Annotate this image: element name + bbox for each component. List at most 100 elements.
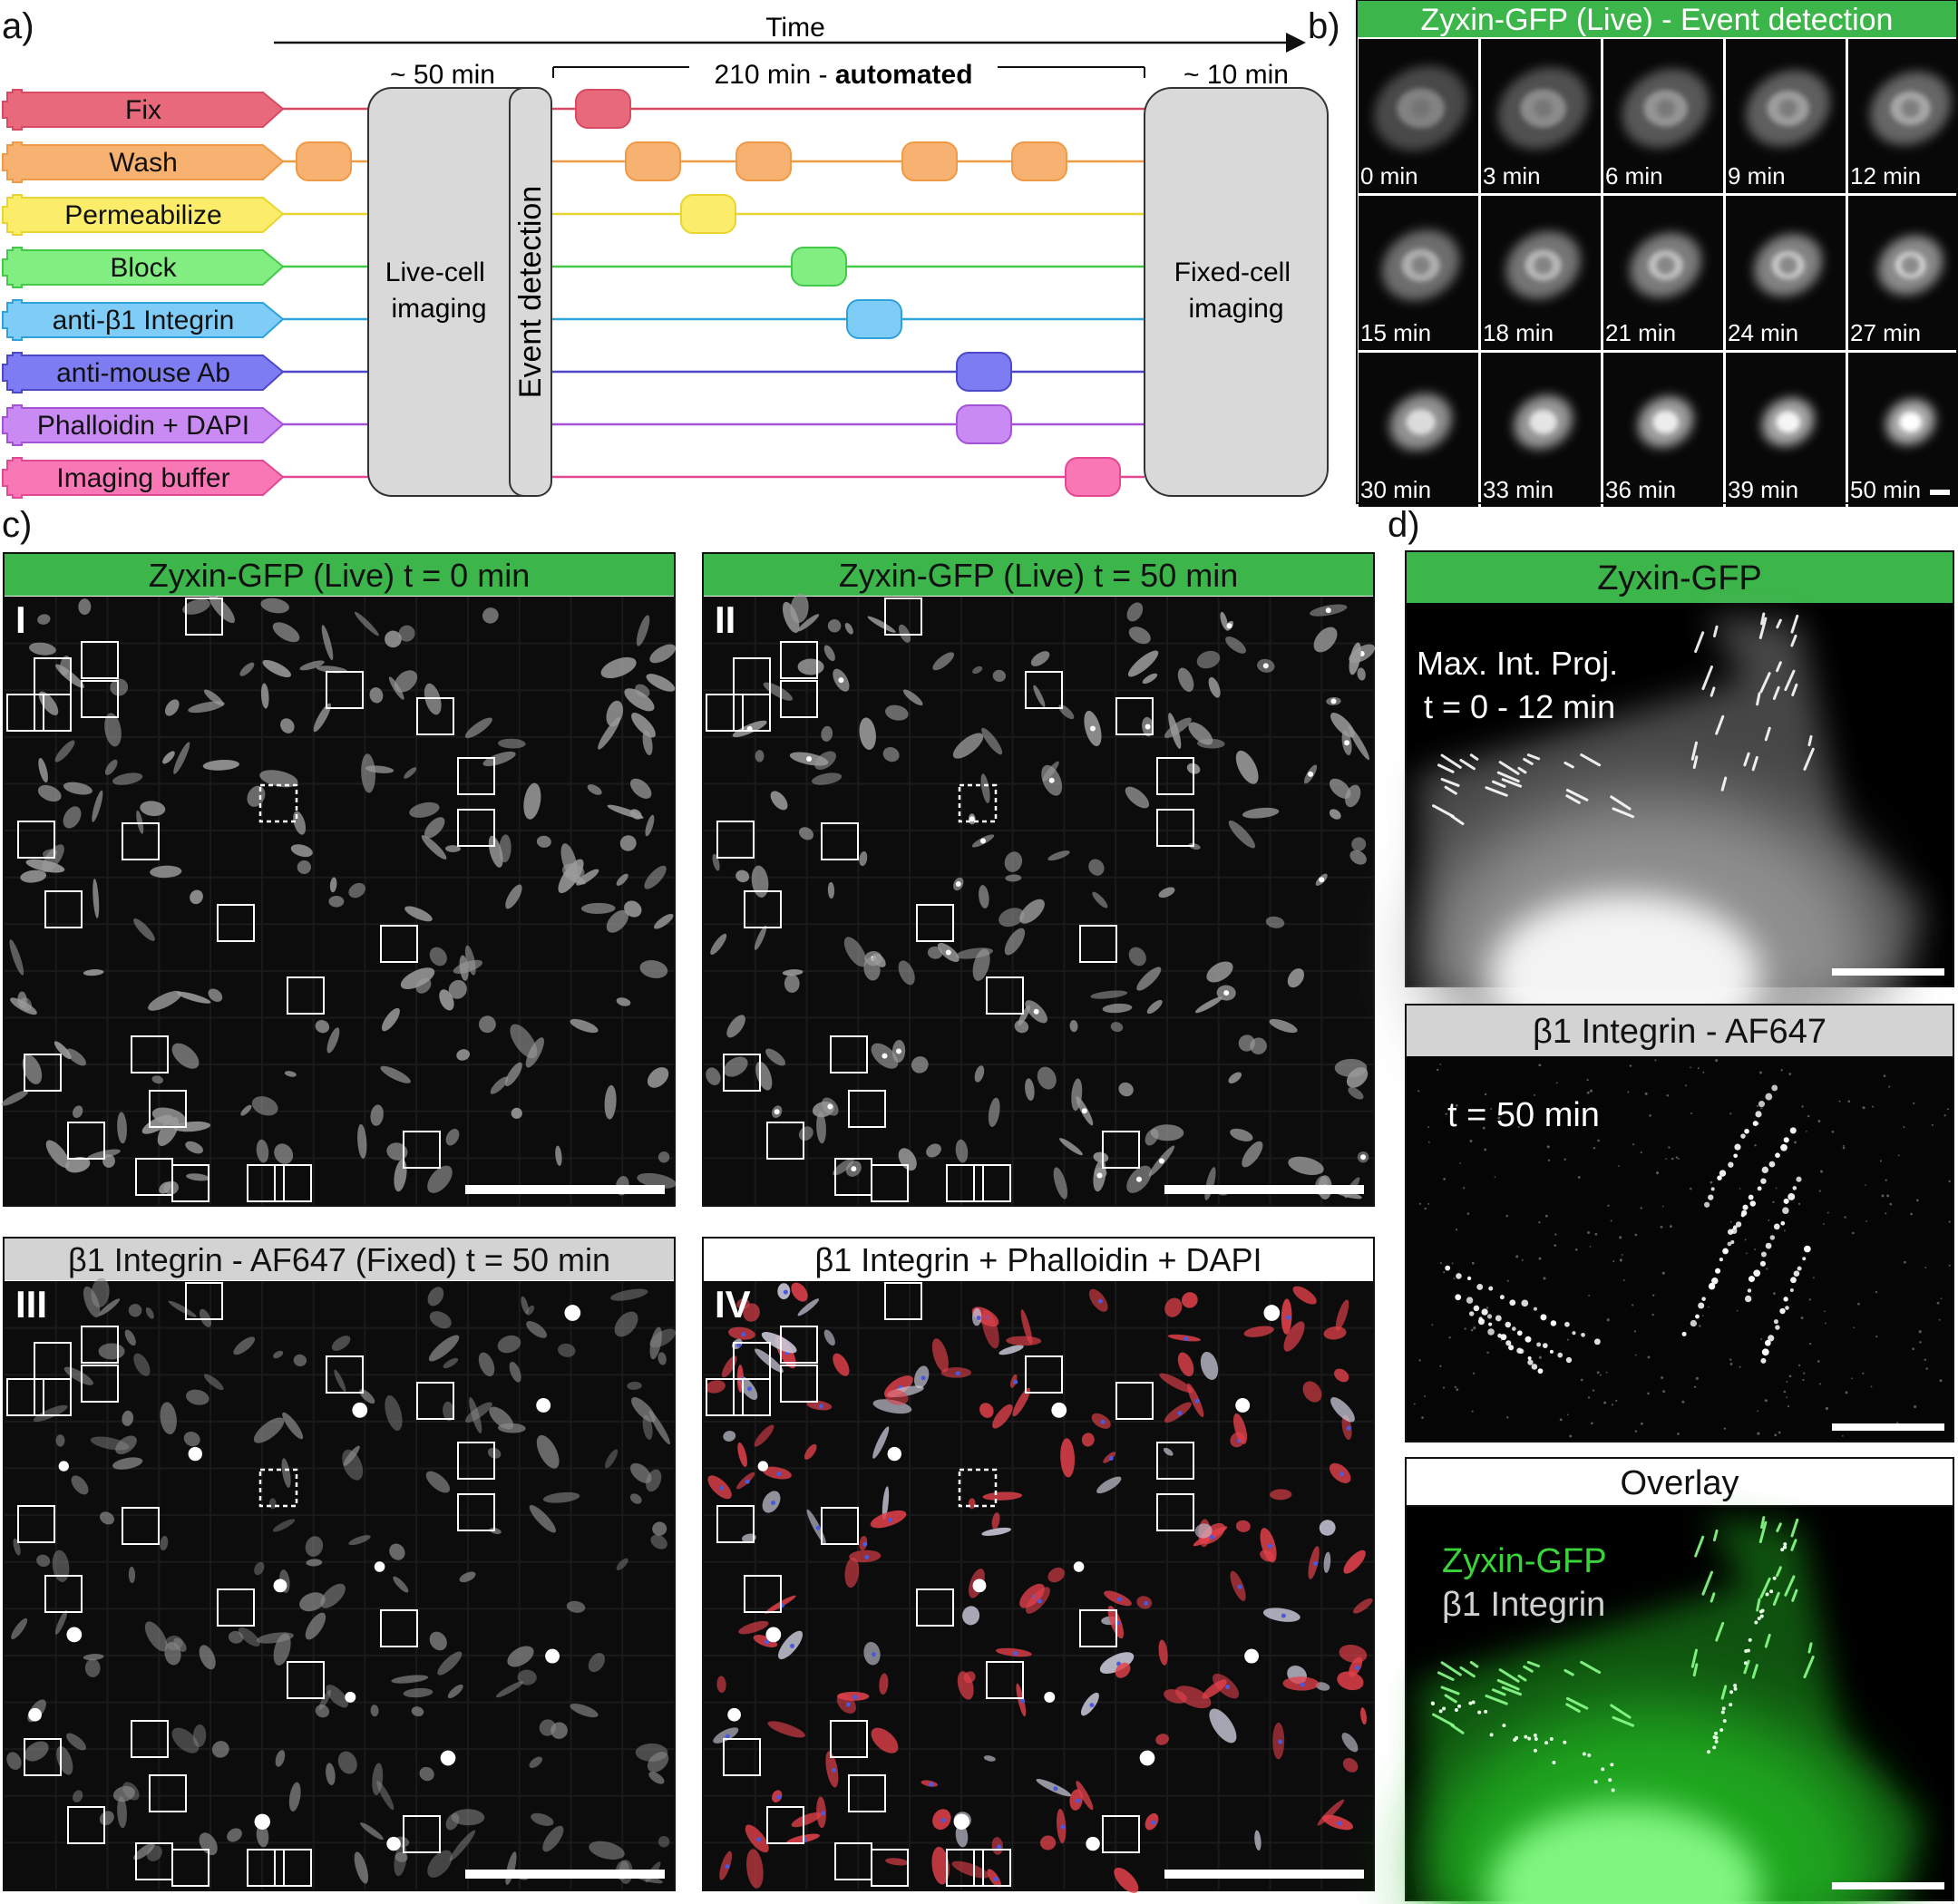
event-box xyxy=(871,1849,909,1887)
selected-event-box xyxy=(958,1468,998,1508)
integrin-dot xyxy=(1521,1299,1529,1307)
time-lapse-grid: 0 min 3 min 6 min 9 min 12 min 15 min 18 min 21… xyxy=(1359,39,1958,507)
integrin-dot xyxy=(1780,1143,1788,1151)
integrin-dot xyxy=(1466,1297,1474,1304)
panel-a-workflow-diagram: a) Time ~ 50 min 210 min - automated ~ 1… xyxy=(2,6,1329,499)
panel-b-title: Zyxin-GFP (Live) - Event detection xyxy=(1421,3,1894,37)
integrin-dot xyxy=(1537,1368,1544,1375)
integrin-dot xyxy=(1748,1276,1755,1283)
integrin-dot xyxy=(1761,1348,1769,1356)
event-detection-box xyxy=(509,87,552,497)
overview-tile: Zyxin-GFP (Live) t = 0 min I xyxy=(1,552,677,1207)
reagent-pulse xyxy=(956,404,1012,444)
zyxin-zoom-panel: Zyxin-GFP Max. Int. Proj. t = 0 - 12 min xyxy=(1405,550,1954,1114)
event-box xyxy=(81,641,119,679)
event-box xyxy=(326,671,364,709)
integrin-dot xyxy=(1516,1330,1523,1336)
event-box xyxy=(67,1806,105,1844)
integrin-dot xyxy=(1681,1331,1687,1336)
bright-particle xyxy=(972,1579,987,1593)
reagent-pulse xyxy=(735,141,792,181)
frame-time-label: 33 min xyxy=(1483,476,1554,503)
event-box xyxy=(131,1720,169,1758)
panel-c-letter: c) xyxy=(2,505,32,545)
event-box xyxy=(946,1164,984,1202)
integrin-dot xyxy=(1761,1166,1769,1174)
integrin-dot xyxy=(1758,1101,1766,1108)
time-lapse-frame: 36 min xyxy=(1603,353,1723,507)
tile-scale-bar xyxy=(465,1870,665,1879)
integrin-dot xyxy=(1771,1084,1778,1092)
frame-time-label: 21 min xyxy=(1605,319,1676,346)
reagent-label: Block xyxy=(110,253,177,283)
automated-label-bg xyxy=(689,51,998,87)
event-box xyxy=(973,1164,1011,1202)
event-box xyxy=(916,904,954,942)
event-box xyxy=(17,821,55,859)
event-box xyxy=(457,1442,495,1480)
integrin-dot xyxy=(1759,1260,1766,1267)
time-lapse-frame: 0 min xyxy=(1359,39,1478,193)
bright-particle xyxy=(545,1648,560,1664)
time-lapse-frame: 39 min xyxy=(1726,353,1846,507)
event-box xyxy=(884,597,922,636)
cell-field xyxy=(706,593,1376,1200)
reagent-syringe-icon xyxy=(2,404,285,446)
tile-roman-numeral: III xyxy=(15,1283,47,1326)
event-box xyxy=(24,1054,62,1092)
event-box xyxy=(766,1122,804,1160)
event-box xyxy=(766,1806,804,1844)
integrin-dot xyxy=(1701,1297,1706,1301)
integrin-dot xyxy=(1719,1170,1727,1177)
event-box xyxy=(81,680,119,718)
bright-particle xyxy=(1073,1561,1085,1572)
integrin-dot xyxy=(1744,1128,1749,1134)
event-box xyxy=(122,822,160,860)
bright-particle xyxy=(536,1398,551,1413)
integrin-dot xyxy=(1789,1287,1794,1293)
reagent-pulse xyxy=(846,299,902,339)
fixed-cell-imaging-label: Fixed-cell imaging xyxy=(1174,257,1299,324)
event-box xyxy=(247,1849,285,1887)
integrin-dot xyxy=(1536,1342,1542,1347)
zyxin-zoom-header xyxy=(1407,552,1953,603)
integrin-dot xyxy=(1486,1314,1493,1319)
integrin-dot xyxy=(1468,1311,1475,1316)
integrin-dot xyxy=(1499,1295,1505,1300)
event-box xyxy=(1115,697,1154,735)
integrin-dot xyxy=(1473,1305,1480,1312)
integrin-dot xyxy=(1790,1277,1797,1284)
integrin-dot xyxy=(1557,1352,1563,1358)
integrin-dot xyxy=(1531,1364,1538,1370)
panel-b-letter: b) xyxy=(1308,6,1340,46)
integrin-dot xyxy=(1749,1200,1756,1207)
tile-roman-numeral: II xyxy=(715,598,735,641)
event-box xyxy=(44,1575,83,1613)
zyxin-zoom-title: Zyxin-GFP xyxy=(1597,559,1762,597)
event-box xyxy=(122,1507,160,1545)
bright-particle xyxy=(188,1446,202,1462)
integrin-dot xyxy=(1728,1161,1734,1168)
bright-particle xyxy=(352,1402,368,1418)
overlay-image xyxy=(1417,1516,1924,1904)
bright-particle xyxy=(345,1691,356,1703)
event-box xyxy=(733,694,771,732)
event-box xyxy=(24,1738,62,1776)
integrin-dot xyxy=(1744,1295,1752,1303)
tile-title: Zyxin-GFP (Live) t = 0 min xyxy=(149,557,530,594)
cell-nucleus-region xyxy=(1899,412,1922,432)
integrin-time-label: t = 50 min xyxy=(1447,1096,1600,1134)
integrin-dot xyxy=(1509,1299,1516,1307)
integrin-dot xyxy=(1533,1307,1538,1311)
integrin-dot xyxy=(1779,1307,1786,1315)
reagent-label: Phalloidin + DAPI xyxy=(37,411,249,441)
integrin-dot xyxy=(1550,1320,1557,1326)
frame-time-label: 36 min xyxy=(1605,476,1676,503)
integrin-dot xyxy=(1488,1286,1494,1291)
integrin-dot xyxy=(1715,1268,1721,1274)
event-box xyxy=(1025,1355,1063,1394)
bright-particle xyxy=(1244,1648,1260,1664)
bright-particle xyxy=(374,1561,385,1572)
bright-particle xyxy=(564,1305,581,1321)
